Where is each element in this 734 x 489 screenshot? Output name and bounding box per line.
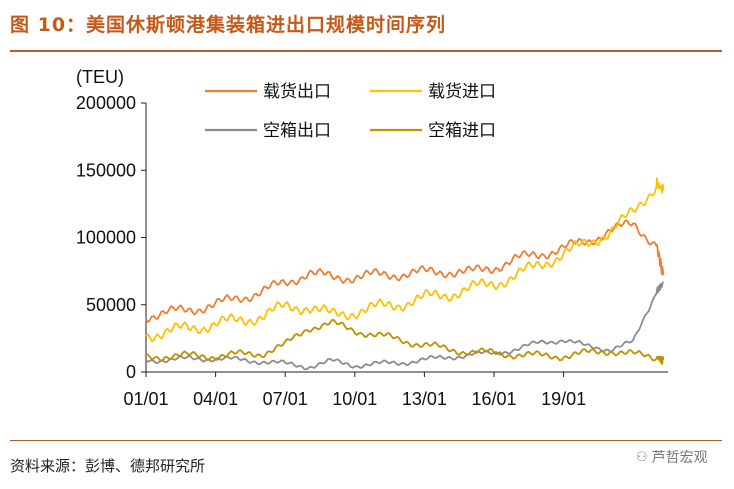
x-tick-label: 07/01	[263, 389, 308, 409]
x-tick-label: 10/01	[332, 389, 377, 409]
chart-axes	[145, 103, 668, 373]
x-tick-label: 16/01	[471, 389, 516, 409]
wechat-icon: ⚇	[636, 449, 648, 465]
y-tick-label: 100000	[76, 228, 136, 248]
source-note: 资料来源：彭博、德邦研究所	[10, 457, 206, 475]
source-divider	[10, 440, 722, 441]
x-tick-label: 13/01	[402, 389, 447, 409]
y-tick-label: 0	[126, 362, 136, 382]
figure-title: 图 10：美国休斯顿港集装箱进出口规模时间序列	[10, 14, 447, 36]
x-tick-label: 19/01	[541, 389, 586, 409]
chart-series	[145, 177, 665, 371]
x-tick-label: 04/01	[193, 389, 238, 409]
series-line-1	[145, 219, 665, 323]
series-line-4	[145, 318, 665, 365]
watermark: ⚇ 芦哲宏观	[636, 447, 708, 467]
legend-label: 空箱出口	[263, 121, 331, 141]
legend-label: 载货进口	[428, 82, 496, 102]
y-axis-label: (TEU)	[76, 67, 124, 87]
y-tick-label: 150000	[76, 160, 136, 180]
watermark-text: 芦哲宏观	[651, 450, 708, 466]
series-line-2	[145, 177, 665, 343]
title-divider	[10, 50, 722, 52]
chart-ticks: 0 50000 100000 150000 200000 01/01 04/01 07/01 1…	[76, 93, 586, 409]
y-tick-label: 200000	[76, 93, 136, 113]
y-tick-label: 50000	[86, 295, 136, 315]
legend-label: 空箱进口	[428, 121, 496, 141]
legend-label: 载货出口	[263, 82, 331, 102]
line-chart: 0 50000 100000 150000 200000 01/01 04/01 07/01 1…	[76, 67, 668, 409]
series-line-3	[145, 281, 665, 371]
x-tick-label: 01/01	[123, 389, 168, 409]
